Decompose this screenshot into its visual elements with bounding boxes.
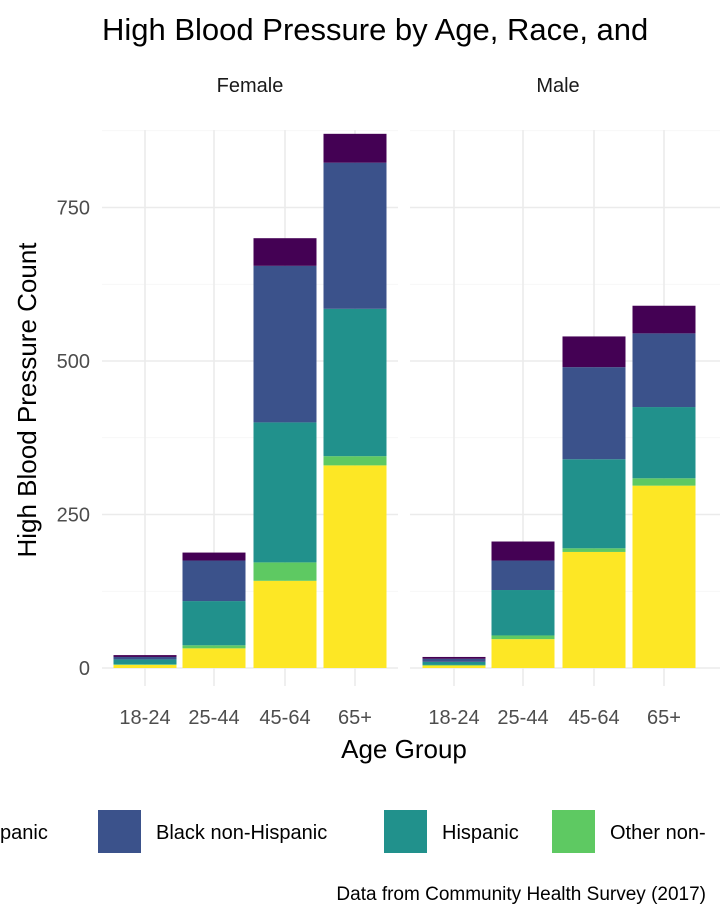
bar-segment	[323, 133, 387, 163]
bar-segment	[491, 639, 555, 668]
bar-segment	[113, 664, 177, 668]
legend-key	[384, 810, 427, 853]
bar-segment	[182, 648, 246, 668]
facet-panel: Male 18-24 25-44 45-64 65+	[410, 75, 720, 729]
bar-segment	[422, 656, 486, 659]
bar-segment	[182, 552, 246, 561]
bar-segment	[182, 645, 246, 649]
bar-segment	[253, 562, 317, 581]
bar-segment	[422, 661, 486, 665]
bar-segment	[253, 265, 317, 423]
y-tick-label: 0	[79, 658, 90, 680]
bar-segment	[422, 664, 486, 666]
facet-panel: Female 18-24 25-44 45-64 65+	[102, 75, 398, 729]
caption: Data from Community Health Survey (2017)	[336, 884, 706, 905]
bar-segment	[491, 590, 555, 636]
bar-segment	[491, 560, 555, 591]
legend: spanic Black non-Hispanic Hispanic Other no…	[0, 810, 706, 853]
legend-label: Other non-	[610, 822, 706, 844]
bar-segment	[182, 560, 246, 602]
x-tick-label: 18-24	[119, 707, 170, 729]
y-axis-label: High Blood Pressure Count	[12, 242, 42, 558]
y-tick-label: 250	[57, 505, 90, 527]
bar-segment	[323, 456, 387, 466]
x-axis-label: Age Group	[341, 734, 467, 764]
facet-label: Male	[536, 75, 579, 97]
bar-segment	[491, 635, 555, 640]
x-tick-label: 45-64	[568, 707, 619, 729]
bar-segment	[323, 162, 387, 309]
x-tick-label: 65+	[647, 707, 681, 729]
facet-label: Female	[217, 75, 284, 97]
bar-segment	[253, 580, 317, 668]
bar-segment	[632, 333, 696, 408]
bar-segment	[632, 478, 696, 486]
bar-segment	[632, 485, 696, 668]
bar-segment	[491, 541, 555, 561]
bar-segment	[422, 665, 486, 668]
bar-segment	[113, 664, 177, 665]
bar-segment	[632, 305, 696, 334]
x-tick-label: 25-44	[497, 707, 548, 729]
bar-segment	[113, 659, 177, 665]
bar-segment	[113, 655, 177, 657]
bar-segment	[182, 601, 246, 646]
legend-label: Black non-Hispanic	[156, 822, 327, 844]
y-tick-label: 500	[57, 351, 90, 373]
bar-segment	[562, 551, 626, 668]
bar-segment	[323, 465, 387, 668]
bar-segment	[253, 422, 317, 563]
bar-segment	[253, 238, 317, 266]
bar-segment	[323, 308, 387, 457]
bar-segment	[422, 658, 486, 662]
x-tick-label: 18-24	[428, 707, 479, 729]
y-tick-label: 750	[57, 198, 90, 220]
chart-title: High Blood Pressure by Age, Race, and	[102, 12, 648, 47]
bar-segment	[562, 459, 626, 549]
x-tick-label: 45-64	[259, 707, 310, 729]
legend-label: spanic	[0, 822, 48, 844]
bar-segment	[113, 656, 177, 660]
legend-label: Hispanic	[442, 822, 519, 844]
bar-segment	[632, 407, 696, 479]
x-tick-label: 25-44	[188, 707, 239, 729]
bar-segment	[562, 336, 626, 368]
x-tick-label: 65+	[338, 707, 372, 729]
legend-key	[98, 810, 141, 853]
bar-segment	[562, 367, 626, 460]
bar-segment	[562, 548, 626, 552]
legend-key	[552, 810, 595, 853]
